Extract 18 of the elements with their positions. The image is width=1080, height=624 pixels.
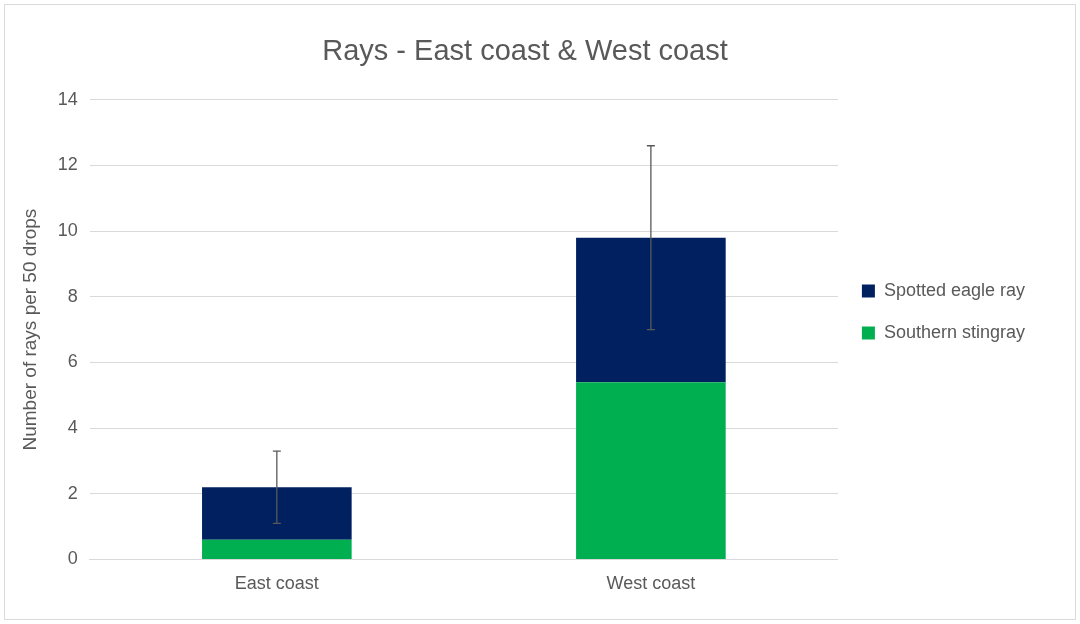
y-tick-label: 2 <box>67 482 78 503</box>
legend-label: Spotted eagle ray <box>883 279 1026 300</box>
x-tick-label: East coast <box>234 573 319 594</box>
y-tick-label: 10 <box>57 220 78 241</box>
y-tick-label: 14 <box>57 88 78 109</box>
y-tick-label: 0 <box>67 548 78 569</box>
y-tick-label: 6 <box>67 351 78 372</box>
x-tick-label: West coast <box>606 573 696 594</box>
bar <box>576 237 726 383</box>
y-axis-title: Number of rays per 50 drops <box>18 208 40 451</box>
y-tick-label: 8 <box>67 285 78 306</box>
legend-label: Southern stingray <box>883 321 1025 342</box>
y-tick-label: 12 <box>57 154 78 175</box>
y-tick-label: 4 <box>67 417 78 438</box>
bar <box>576 382 726 559</box>
bar <box>202 487 352 540</box>
chart-title: Rays - East coast & West coast <box>322 34 728 67</box>
bar <box>202 539 352 559</box>
